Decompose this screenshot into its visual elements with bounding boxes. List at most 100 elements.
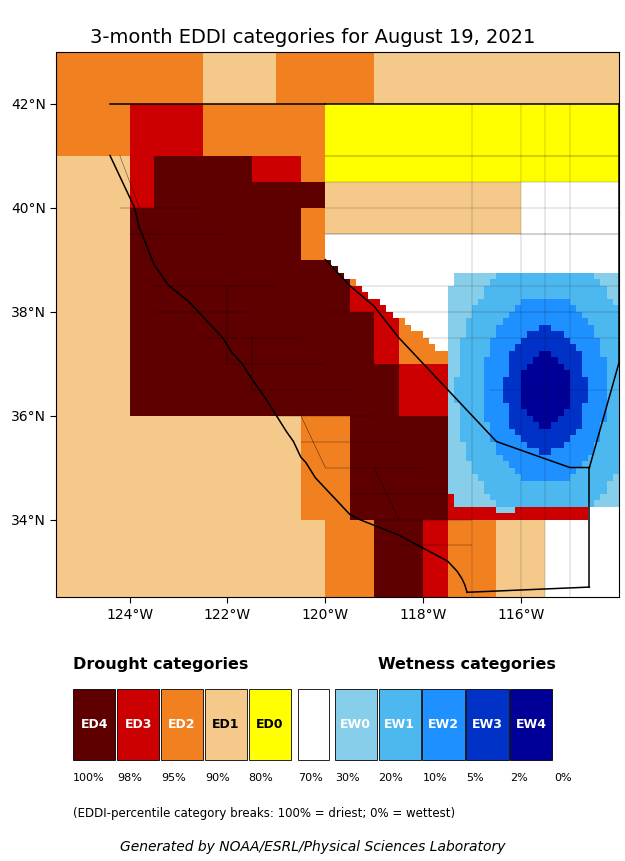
Bar (436, 487, 441, 493)
Bar (331, 136, 338, 143)
Bar (441, 331, 448, 338)
Bar (515, 286, 521, 292)
Bar (81, 559, 87, 565)
Bar (441, 318, 448, 325)
Bar (295, 149, 301, 156)
Bar (319, 513, 325, 519)
Bar (448, 59, 454, 65)
Bar (209, 572, 215, 578)
Bar (166, 246, 172, 253)
Bar (564, 318, 570, 325)
Bar (368, 331, 374, 338)
Bar (331, 357, 338, 363)
Bar (350, 110, 356, 116)
Bar (612, 363, 619, 370)
Bar (331, 220, 338, 227)
Bar (215, 59, 221, 65)
Bar (399, 103, 405, 110)
Bar (380, 500, 386, 506)
Bar (496, 71, 502, 77)
Bar (423, 442, 429, 448)
Bar (606, 396, 612, 403)
Bar (362, 422, 368, 429)
Bar (491, 214, 496, 220)
Bar (264, 526, 270, 532)
Bar (69, 532, 74, 539)
Bar (74, 182, 81, 188)
Bar (417, 416, 423, 422)
Bar (105, 338, 111, 344)
Bar (515, 403, 521, 409)
Bar (282, 175, 289, 182)
Bar (362, 305, 368, 312)
Bar (448, 266, 454, 273)
Bar (399, 325, 405, 331)
Bar (344, 357, 350, 363)
Bar (166, 370, 172, 376)
Bar (215, 299, 221, 305)
Bar (466, 143, 472, 149)
Bar (368, 103, 374, 110)
Bar (93, 292, 99, 299)
Bar (234, 162, 239, 169)
Bar (276, 182, 282, 188)
Bar (576, 585, 582, 591)
Bar (448, 416, 454, 422)
Bar (81, 90, 87, 97)
Bar (503, 480, 509, 487)
Bar (576, 233, 582, 240)
Bar (197, 214, 203, 220)
Bar (411, 474, 417, 480)
Bar (69, 357, 74, 363)
Bar (111, 227, 118, 233)
Bar (546, 363, 551, 370)
Bar (594, 195, 601, 201)
Bar (124, 468, 129, 474)
Bar (295, 389, 301, 396)
Bar (405, 175, 411, 182)
Bar (338, 357, 344, 363)
Bar (588, 273, 594, 279)
Bar (282, 65, 289, 71)
Bar (276, 273, 282, 279)
Bar (209, 279, 215, 286)
Bar (160, 65, 166, 71)
Bar (307, 84, 313, 90)
Bar (472, 572, 478, 578)
Bar (81, 435, 87, 442)
Bar (527, 299, 533, 305)
Bar (551, 259, 558, 266)
Bar (448, 474, 454, 480)
Bar (142, 526, 148, 532)
Bar (69, 253, 74, 259)
Bar (386, 246, 392, 253)
Bar (111, 84, 118, 90)
Bar (392, 220, 399, 227)
Bar (386, 71, 392, 77)
Bar (184, 110, 191, 116)
Bar (69, 572, 74, 578)
Bar (111, 532, 118, 539)
Bar (417, 84, 423, 90)
Bar (576, 156, 582, 162)
Bar (344, 65, 350, 71)
Bar (179, 376, 184, 383)
Bar (209, 240, 215, 246)
Bar (576, 90, 582, 97)
Bar (74, 448, 81, 455)
Bar (111, 299, 118, 305)
Bar (246, 500, 252, 506)
Bar (454, 233, 460, 240)
Bar (209, 539, 215, 546)
Bar (576, 331, 582, 338)
Bar (392, 370, 399, 376)
Bar (142, 416, 148, 422)
Bar (496, 526, 502, 532)
Bar (276, 325, 282, 331)
Bar (118, 565, 124, 572)
Bar (331, 559, 338, 565)
Bar (392, 201, 399, 208)
Bar (99, 585, 105, 591)
Bar (558, 370, 564, 376)
Bar (582, 71, 588, 77)
